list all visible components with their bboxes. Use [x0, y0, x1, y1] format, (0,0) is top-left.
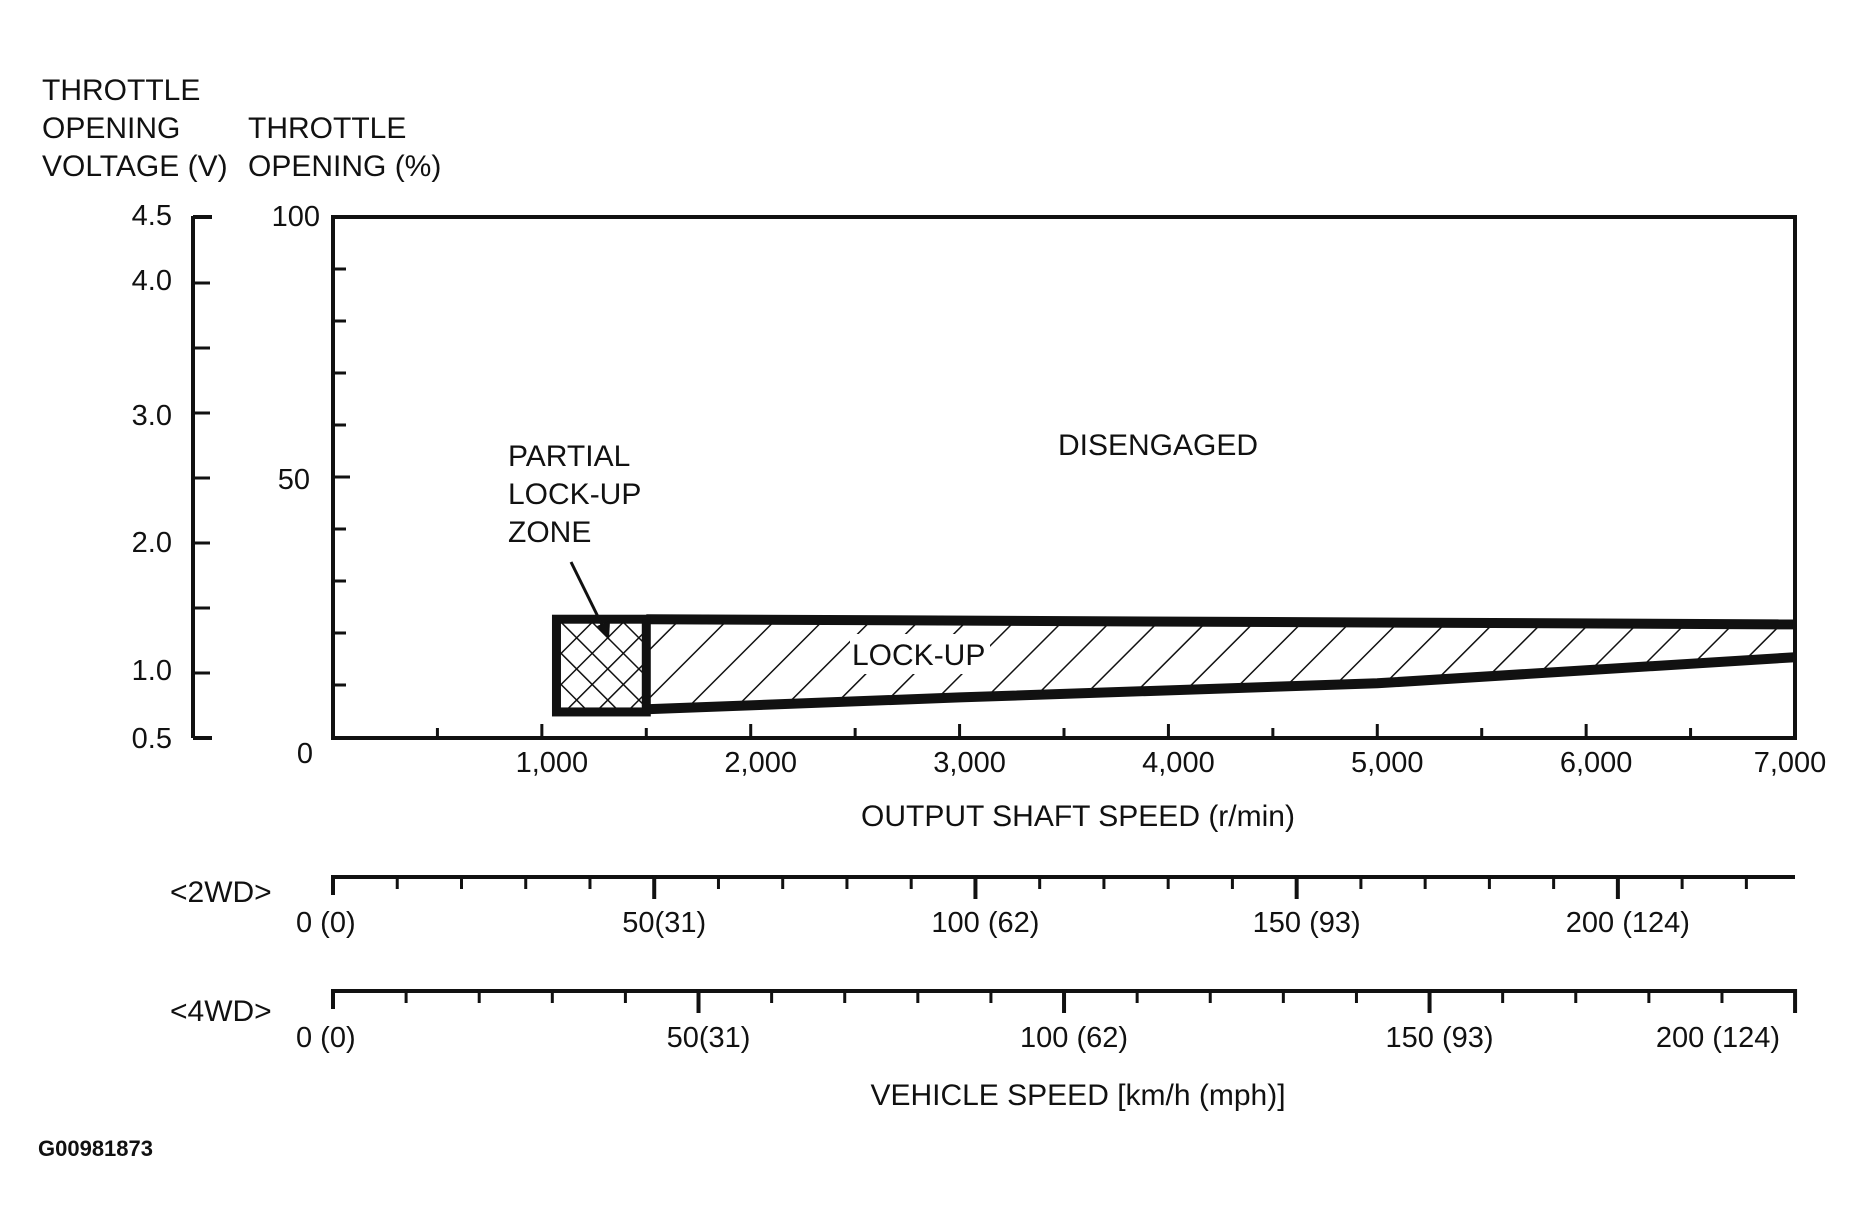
x-tick-label-1000: 1,000: [516, 747, 589, 779]
x-axis-tick-labels: 1,000 2,000 3,000 4,000 5,000 6,000 7,00…: [516, 747, 1827, 779]
vehicle-speed-scale-2wd: <2WD> 0 (0) 50(31) 100 (62) 150 (93) 200…: [170, 875, 1795, 939]
scale-4wd-name: <4WD>: [170, 995, 272, 1028]
voltage-tick-4-5: 4.5: [132, 200, 172, 232]
voltage-tick-3-0: 3.0: [132, 400, 172, 432]
voltage-tick-2-0: 2.0: [132, 527, 172, 559]
x-axis-label: OUTPUT SHAFT SPEED (r/min): [861, 800, 1295, 833]
scale-2wd-label-50: 50(31): [622, 907, 706, 939]
voltage-axis-label-line-2: OPENING: [42, 112, 180, 145]
lockup-lower-boundary: [646, 652, 1796, 715]
partial-label-line-1: PARTIAL: [508, 440, 630, 473]
voltage-tick-0-5: 0.5: [132, 723, 172, 755]
partial-label-pointer: [569, 561, 610, 640]
scale-2wd-label-150: 150 (93): [1253, 907, 1361, 939]
percent-tick-0: 0: [297, 738, 313, 770]
percent-axis-label-line-2: OPENING (%): [248, 150, 441, 183]
partial-lockup-zone-hatch-b: [556, 619, 647, 712]
scale-2wd-label-100: 100 (62): [931, 907, 1039, 939]
vehicle-speed-label: VEHICLE SPEED [km/h (mph)]: [870, 1079, 1285, 1112]
partial-label-line-2: LOCK-UP: [508, 478, 641, 511]
scale-4wd-label-200: 200 (124): [1656, 1022, 1780, 1054]
x-tick-label-2000: 2,000: [724, 747, 797, 779]
voltage-axis-label-line-1: THROTTLE: [42, 74, 200, 107]
scale-2wd-label-200: 200 (124): [1566, 907, 1690, 939]
partial-lockup-label: PARTIAL LOCK-UP ZONE: [508, 440, 649, 549]
lockup-label: LOCK-UP: [852, 639, 985, 672]
voltage-axis-label-line-3: VOLTAGE (V): [42, 150, 228, 183]
scale-4wd-label-50: 50(31): [667, 1022, 751, 1054]
scale-2wd-label-0: 0 (0): [296, 907, 356, 939]
scale-4wd-label-150: 150 (93): [1386, 1022, 1494, 1054]
percent-tick-50: 50: [278, 464, 310, 496]
percent-axis-label: THROTTLE OPENING (%): [248, 112, 441, 183]
scale-4wd-label-100: 100 (62): [1020, 1022, 1128, 1054]
x-axis-ticks: [435, 724, 1693, 738]
voltage-tick-4-0: 4.0: [132, 265, 172, 297]
voltage-axis: 4.5 4.0 3.0 2.0 1.0 0.5: [132, 200, 212, 755]
disengaged-label: DISENGAGED: [1058, 429, 1258, 462]
x-tick-label-4000: 4,000: [1142, 747, 1215, 779]
voltage-axis-label: THROTTLE OPENING VOLTAGE (V): [42, 74, 228, 183]
scale-4wd-label-0: 0 (0): [296, 1022, 356, 1054]
scale-2wd-ticks: [331, 875, 1748, 899]
lockup-label-backdrop: [850, 634, 990, 674]
percent-tick-100: 100: [272, 201, 320, 233]
x-tick-label-5000: 5,000: [1351, 747, 1424, 779]
x-tick-label-7000: 7,000: [1754, 747, 1827, 779]
lockup-upper-boundary: [646, 614, 1796, 630]
scale-2wd-name: <2WD>: [170, 876, 272, 909]
figure-code: G00981873: [38, 1136, 153, 1161]
vehicle-speed-scale-4wd: <4WD> 0 (0) 50(31) 100 (62) 150 (93) 200…: [170, 989, 1798, 1054]
x-tick-label-3000: 3,000: [933, 747, 1006, 779]
zones: [551, 614, 1796, 717]
scale-4wd-ticks: [331, 989, 1798, 1013]
voltage-tick-1-0: 1.0: [132, 655, 172, 687]
partial-label-line-3: ZONE: [508, 516, 591, 549]
percent-axis-label-line-1: THROTTLE: [248, 112, 406, 145]
x-tick-label-6000: 6,000: [1560, 747, 1633, 779]
